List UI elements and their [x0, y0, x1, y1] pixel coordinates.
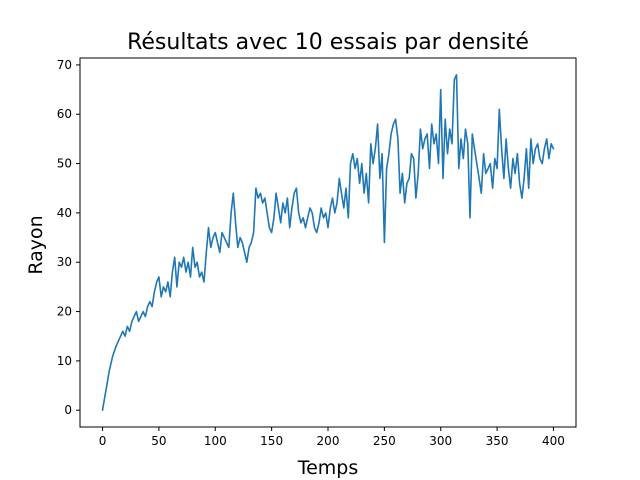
x-tick-label-150: 150 — [260, 434, 283, 448]
y-axis-title: Rayon — [25, 215, 47, 274]
x-tick-label-250: 250 — [373, 434, 396, 448]
y-tick-label-60: 60 — [57, 107, 72, 121]
x-tick-label-50: 50 — [151, 434, 166, 448]
y-tick-label-70: 70 — [57, 58, 72, 72]
y-tick-label-0: 0 — [64, 403, 72, 417]
plot-frame — [79, 57, 577, 428]
chart-title: Résultats avec 10 essais par densité — [127, 30, 529, 55]
plot-area: 0 50 100 150 200 250 300 350 400 0 10 20 30 40 50 60 70 — [57, 57, 577, 448]
x-tick-label-400: 400 — [542, 434, 565, 448]
x-tick-label-350: 350 — [486, 434, 509, 448]
x-tick-label-0: 0 — [99, 434, 107, 448]
y-tick-label-30: 30 — [57, 255, 72, 269]
x-axis-title: Temps — [297, 457, 359, 479]
series-line-0 — [101, 74, 555, 412]
x-tick-label-300: 300 — [429, 434, 452, 448]
y-tick-label-40: 40 — [57, 206, 72, 220]
x-tick-label-100: 100 — [204, 434, 227, 448]
y-tick-label-20: 20 — [57, 305, 72, 319]
x-tick-label-200: 200 — [317, 434, 340, 448]
y-tick-label-50: 50 — [57, 157, 72, 171]
y-tick-label-10: 10 — [57, 354, 72, 368]
